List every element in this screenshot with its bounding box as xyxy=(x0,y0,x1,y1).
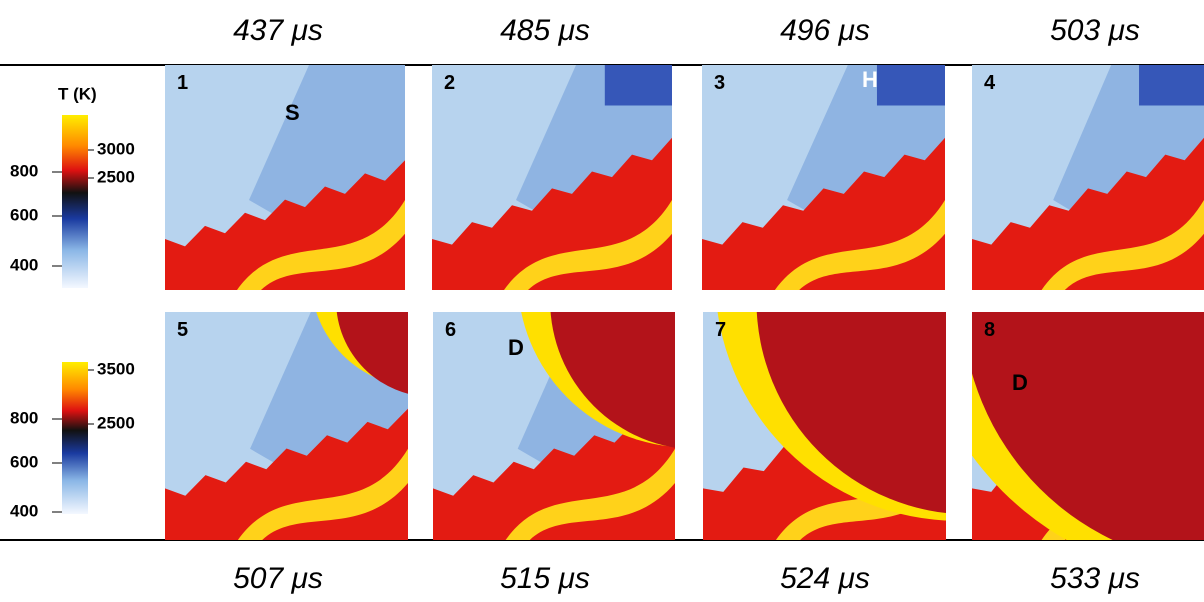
panel-image xyxy=(165,65,405,290)
panel: 4 xyxy=(972,65,1204,290)
panel-number: 8 xyxy=(984,319,995,341)
panel-image xyxy=(702,65,945,290)
panel-label: D xyxy=(1012,370,1028,395)
colorbar-tick-label: 3000 xyxy=(97,139,135,158)
colorbar-tick-label: 3500 xyxy=(97,359,135,378)
colorbar-tick-label: 600 xyxy=(10,452,38,471)
colorbar-tick-label: 2500 xyxy=(97,167,135,186)
panel-image xyxy=(432,65,672,290)
hot-pocket xyxy=(605,65,672,106)
colorbar-tick-label: 400 xyxy=(10,501,38,520)
time-label: 515 μs xyxy=(500,562,590,595)
panel-label: D xyxy=(508,335,524,360)
colorbar-tick-label: 600 xyxy=(10,205,38,224)
colorbar-title: T (K) xyxy=(58,84,97,103)
panel: 1S xyxy=(165,65,405,290)
panel: 2 xyxy=(432,65,672,290)
hot-pocket xyxy=(877,65,945,106)
time-label: 533 μs xyxy=(1050,562,1140,595)
panel-number: 7 xyxy=(715,319,726,341)
panel-label: H xyxy=(862,67,878,92)
colorbar-tick-label: 800 xyxy=(10,161,38,180)
panel-label: S xyxy=(285,100,300,125)
panel-image xyxy=(972,65,1204,290)
panel-number: 2 xyxy=(444,72,455,94)
figure: 437 μs 485 μs 496 μs 503 μs 507 μs 515 μs 524 … xyxy=(0,0,1204,602)
time-label: 485 μs xyxy=(500,14,590,47)
time-label: 524 μs xyxy=(780,562,870,595)
panel-number: 1 xyxy=(177,72,188,94)
panel-number: 4 xyxy=(984,72,996,94)
colorbar-tick-label: 800 xyxy=(10,408,38,427)
time-label: 496 μs xyxy=(780,14,870,47)
colorbar xyxy=(62,115,88,288)
panel-number: 6 xyxy=(445,319,456,341)
colorbar-tick-label: 2500 xyxy=(97,413,135,432)
time-label: 503 μs xyxy=(1050,14,1140,47)
colorbar-tick-label: 400 xyxy=(10,255,38,274)
time-label: 507 μs xyxy=(233,562,323,595)
hot-pocket xyxy=(1139,65,1204,106)
time-label: 437 μs xyxy=(233,14,323,47)
panel-number: 3 xyxy=(714,72,725,94)
colorbar xyxy=(62,362,88,514)
panel-number: 5 xyxy=(177,319,188,341)
